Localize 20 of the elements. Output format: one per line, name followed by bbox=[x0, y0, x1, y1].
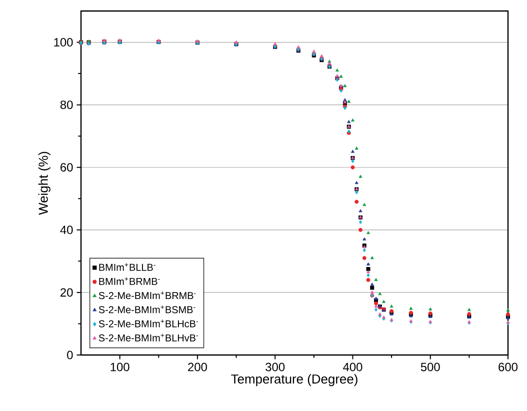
x-tick-label: 400 bbox=[343, 362, 362, 372]
y-tick-label: 100 bbox=[54, 38, 73, 46]
y-tick-label: 20 bbox=[60, 288, 73, 297]
legend-label: S-2-Me-BMIm$^{+}$BSMB$^{-}$ bbox=[98, 305, 196, 314]
legend-label: BMIm$^{+}$BRMB$^{-}$ bbox=[99, 277, 160, 285]
x-tick-label: 100 bbox=[110, 362, 130, 372]
x-axis-title: Temperature (Degree) bbox=[231, 374, 358, 386]
x-tick-label: 300 bbox=[266, 362, 285, 372]
y-tick-label: 0 bbox=[67, 350, 73, 360]
legend-label: S-2-Me-BMIm$^{+}$BLHvB$^{-}$ bbox=[98, 334, 198, 342]
legend-label: S-2-Me-BMIm$^{+}$BRMB$^{-}$ bbox=[98, 291, 196, 300]
y-tick-label: 80 bbox=[60, 100, 73, 110]
y-tick-label: 60 bbox=[60, 163, 73, 172]
y-tick-label: 40 bbox=[60, 226, 73, 234]
legend-label: BMIm$^{+}$BLLB$^{-}$ bbox=[99, 263, 156, 271]
x-tick-label: 500 bbox=[420, 362, 440, 372]
x-tick-label: 600 bbox=[498, 362, 518, 372]
y-axis-title: Weight (%) bbox=[38, 152, 50, 215]
legend-label: S-2-Me-BMIm$^{+}$BLHcB$^{-}$ bbox=[98, 320, 198, 328]
x-tick-label: 200 bbox=[188, 362, 207, 372]
